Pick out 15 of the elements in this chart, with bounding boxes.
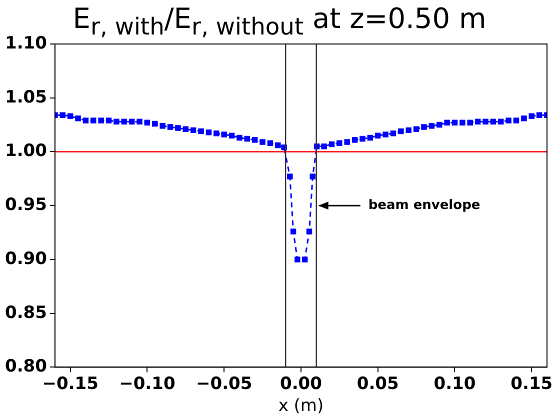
y-tick-label: 0.85 (4, 302, 47, 323)
y-tick-label: 0.95 (4, 195, 47, 216)
y-tick-label: 0.90 (4, 248, 48, 269)
x-axis-title: x (m) (278, 396, 324, 416)
y-tick-label: 1.05 (4, 87, 47, 108)
annotation: beam envelope (368, 198, 480, 213)
x-tick-label: −0.05 (196, 374, 252, 394)
x-tick-label: 0.05 (356, 374, 399, 394)
x-tick-label: −0.10 (119, 374, 176, 394)
x-tick-label: 0.10 (434, 374, 476, 394)
x-tick-label: 0.15 (510, 374, 553, 394)
y-tick-label: 1.10 (4, 33, 48, 54)
y-tick-label: 1.00 (4, 141, 48, 162)
x-tick-label: 0.00 (280, 374, 322, 394)
chart-title: E$_{r, with}$/E$_{r, without}$ at z=0.50 m (72, 2, 486, 41)
